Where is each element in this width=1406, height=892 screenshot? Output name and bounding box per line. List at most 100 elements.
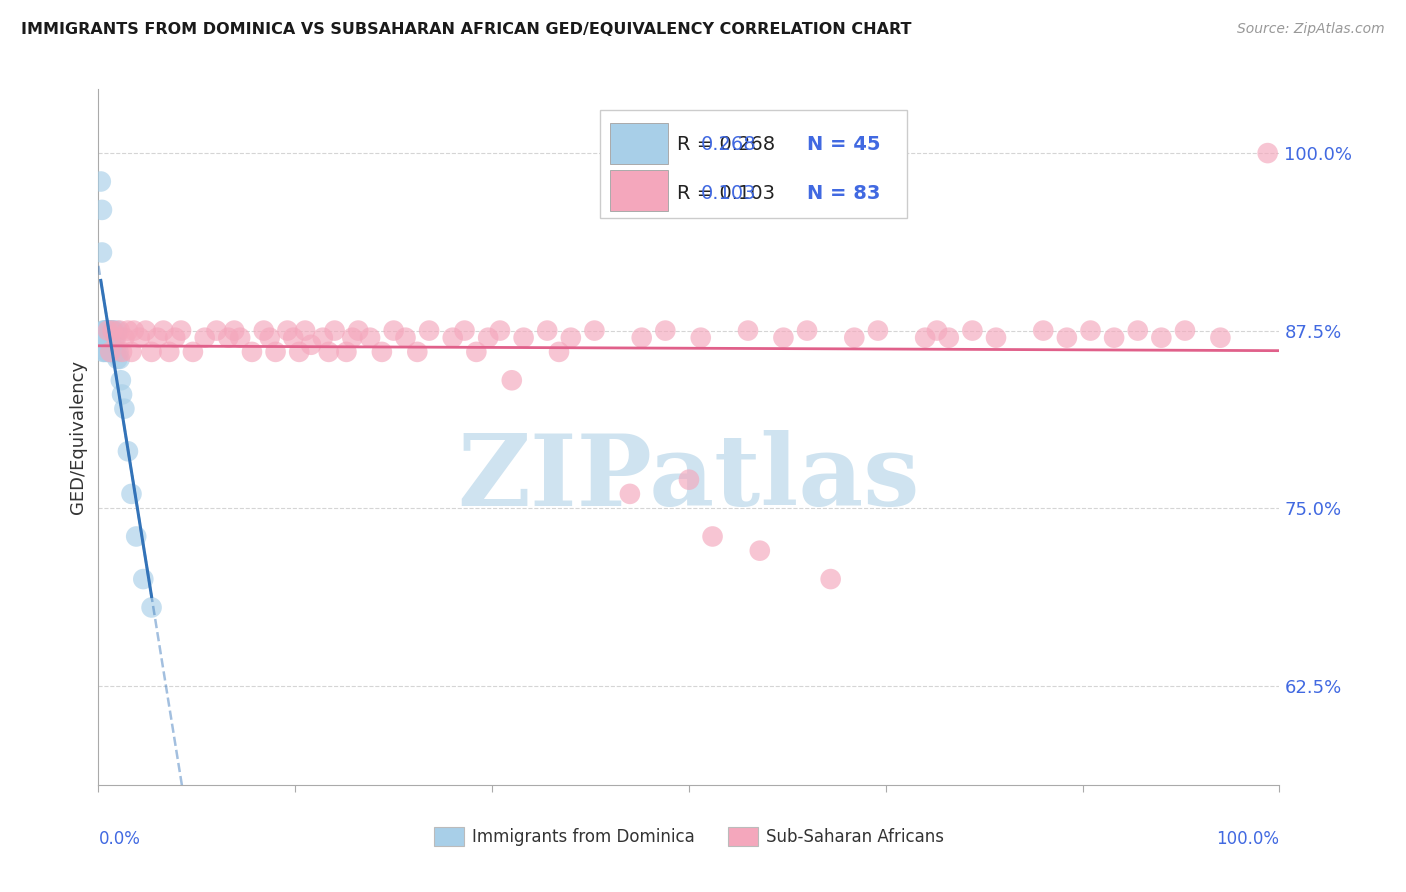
Point bbox=[98, 344, 121, 359]
Point bbox=[100, 324, 122, 338]
Point bbox=[98, 344, 121, 359]
Point bbox=[253, 324, 276, 338]
Point bbox=[1174, 324, 1197, 338]
Point bbox=[748, 543, 770, 558]
Point bbox=[335, 344, 357, 359]
Point bbox=[224, 324, 246, 338]
Point bbox=[406, 344, 429, 359]
Point bbox=[418, 324, 440, 338]
Point bbox=[101, 324, 124, 338]
Point bbox=[938, 331, 960, 345]
Point bbox=[1126, 324, 1149, 338]
Point bbox=[205, 324, 228, 338]
Point bbox=[105, 324, 128, 338]
Point bbox=[104, 331, 127, 345]
Point bbox=[128, 331, 150, 345]
Point bbox=[536, 324, 558, 338]
Point bbox=[678, 473, 700, 487]
Text: Source: ZipAtlas.com: Source: ZipAtlas.com bbox=[1237, 22, 1385, 37]
Point bbox=[93, 324, 115, 338]
Point bbox=[240, 344, 263, 359]
Point bbox=[276, 324, 298, 338]
Point bbox=[299, 338, 322, 352]
Point bbox=[288, 344, 311, 359]
Point bbox=[141, 344, 163, 359]
Text: N = 83: N = 83 bbox=[807, 184, 880, 203]
Point bbox=[453, 324, 475, 338]
Point bbox=[925, 324, 948, 338]
Point bbox=[382, 324, 405, 338]
Point bbox=[737, 324, 759, 338]
Point bbox=[294, 324, 316, 338]
Point bbox=[152, 324, 174, 338]
Point bbox=[103, 344, 125, 359]
Point bbox=[97, 324, 120, 338]
FancyBboxPatch shape bbox=[610, 122, 668, 163]
Point bbox=[100, 331, 122, 345]
Point bbox=[122, 324, 145, 338]
Point bbox=[96, 331, 118, 345]
Text: N = 45: N = 45 bbox=[807, 136, 880, 154]
Point bbox=[112, 331, 135, 345]
Point bbox=[689, 331, 711, 345]
Point bbox=[323, 324, 346, 338]
Point bbox=[94, 324, 117, 338]
Point bbox=[181, 344, 204, 359]
Point bbox=[91, 331, 114, 345]
Legend: Immigrants from Dominica, Sub-Saharan Africans: Immigrants from Dominica, Sub-Saharan Af… bbox=[427, 821, 950, 853]
Point bbox=[866, 324, 889, 338]
Text: R = 0.103: R = 0.103 bbox=[678, 184, 775, 203]
Point bbox=[93, 331, 115, 345]
Point bbox=[94, 331, 117, 345]
Point bbox=[347, 324, 370, 338]
Point bbox=[229, 331, 252, 345]
Point bbox=[117, 324, 139, 338]
Point bbox=[98, 324, 121, 338]
Point bbox=[394, 331, 416, 345]
Text: R = 0.268: R = 0.268 bbox=[678, 136, 775, 154]
Text: 0.268: 0.268 bbox=[700, 136, 756, 154]
Point bbox=[108, 351, 131, 366]
Point bbox=[1080, 324, 1102, 338]
Point bbox=[217, 331, 239, 345]
Point bbox=[501, 373, 523, 387]
Point bbox=[103, 324, 125, 338]
Point bbox=[146, 331, 169, 345]
Point bbox=[1032, 324, 1054, 338]
Point bbox=[135, 324, 157, 338]
Point bbox=[371, 344, 394, 359]
Point bbox=[121, 344, 143, 359]
Point bbox=[312, 331, 335, 345]
Point bbox=[111, 344, 134, 359]
Point bbox=[630, 331, 652, 345]
Point bbox=[96, 324, 118, 338]
Point bbox=[98, 331, 121, 345]
Point bbox=[117, 444, 139, 458]
Y-axis label: GED/Equivalency: GED/Equivalency bbox=[69, 360, 87, 514]
Point bbox=[844, 331, 866, 345]
Point bbox=[90, 174, 112, 188]
Point bbox=[105, 331, 128, 345]
Point bbox=[441, 331, 464, 345]
Point bbox=[121, 487, 143, 501]
Point bbox=[259, 331, 281, 345]
Point bbox=[548, 344, 571, 359]
FancyBboxPatch shape bbox=[610, 169, 668, 211]
Point bbox=[157, 344, 180, 359]
Point bbox=[984, 331, 1007, 345]
Point bbox=[101, 344, 124, 359]
Point bbox=[111, 387, 134, 401]
Point bbox=[93, 344, 115, 359]
Point bbox=[91, 202, 114, 217]
Point bbox=[962, 324, 984, 338]
Point bbox=[264, 344, 287, 359]
Point bbox=[125, 529, 148, 543]
Point bbox=[772, 331, 794, 345]
Point bbox=[107, 344, 129, 359]
Text: IMMIGRANTS FROM DOMINICA VS SUBSAHARAN AFRICAN GED/EQUIVALENCY CORRELATION CHART: IMMIGRANTS FROM DOMINICA VS SUBSAHARAN A… bbox=[21, 22, 911, 37]
Point bbox=[94, 324, 117, 338]
Point bbox=[108, 324, 131, 338]
Text: 100.0%: 100.0% bbox=[1216, 830, 1279, 848]
Point bbox=[342, 331, 364, 345]
Point bbox=[97, 331, 120, 345]
